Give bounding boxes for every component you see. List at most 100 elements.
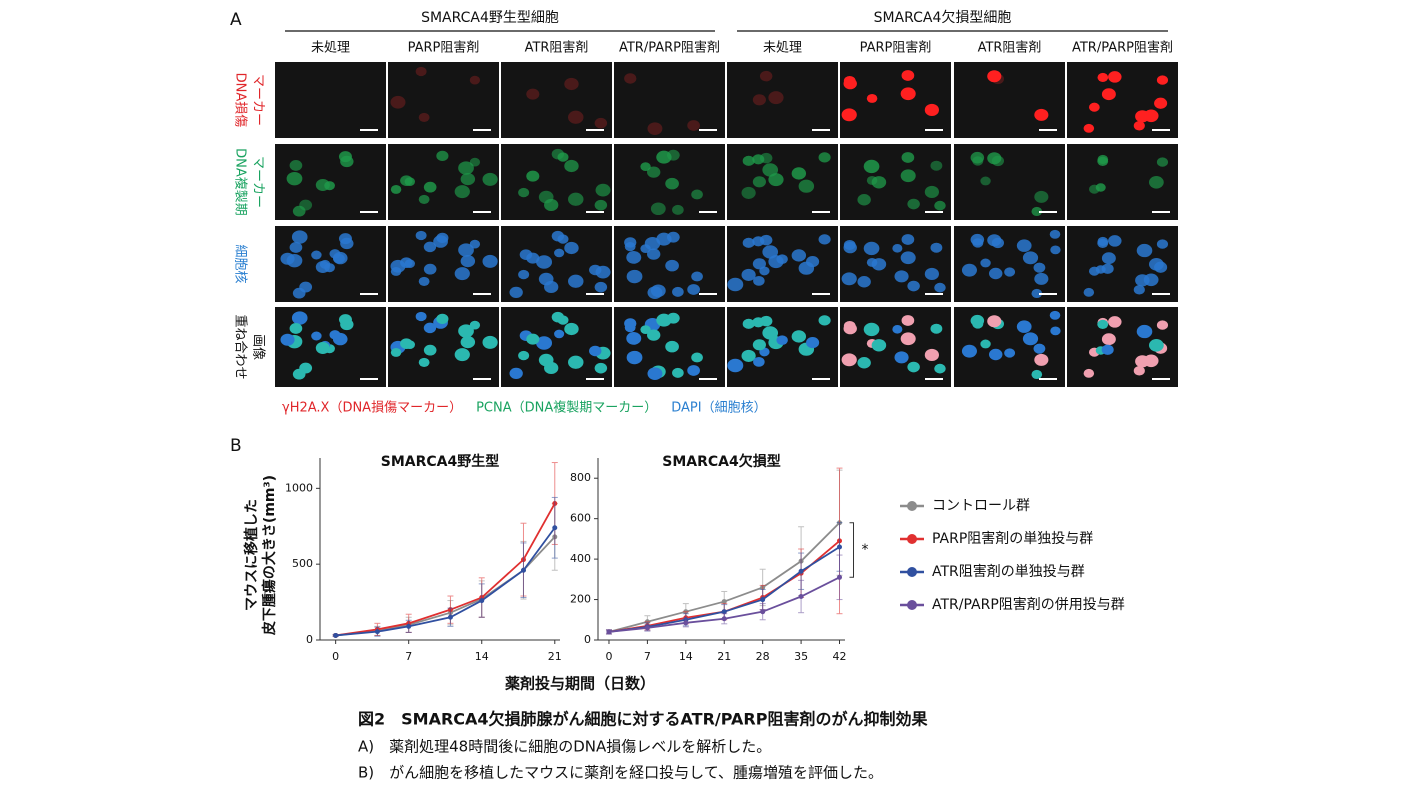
nucleus (554, 329, 565, 339)
nucleus (557, 315, 569, 325)
nucleus (418, 276, 430, 287)
nucleus (315, 261, 330, 273)
nucleus (687, 365, 700, 376)
nucleus (458, 324, 474, 338)
row-label: DNA損傷 (233, 73, 248, 128)
nucleus (1031, 369, 1043, 380)
nucleus (776, 254, 788, 264)
nucleus (340, 237, 354, 250)
nucleus (311, 250, 322, 260)
micrograph (840, 226, 951, 302)
nucleus (526, 88, 540, 100)
chart-title: SMARCA4野生型 (381, 453, 499, 470)
nucleus (1097, 238, 1109, 248)
point (683, 620, 689, 626)
nucleus (987, 234, 1002, 247)
nucleus (1156, 320, 1169, 330)
nucleus (665, 259, 679, 272)
nucleus (759, 152, 773, 164)
nucleus (768, 173, 784, 187)
nucleus (924, 348, 939, 361)
column-label: ATR/PARP阻害剤 (619, 40, 720, 56)
nucleus (924, 267, 939, 280)
point (333, 632, 339, 638)
nucleus (871, 176, 887, 189)
x-tick-label: 21 (548, 650, 562, 663)
nucleus (1022, 251, 1039, 265)
nucleus (987, 70, 1002, 83)
nucleus (594, 199, 608, 211)
nucleus (460, 254, 476, 268)
nucleus (544, 361, 559, 375)
nucleus (333, 332, 348, 346)
nucleus (791, 330, 807, 343)
nucleus (509, 286, 523, 299)
nucleus (1101, 252, 1116, 265)
nucleus (286, 171, 303, 186)
nucleus (291, 230, 308, 244)
nucleus (1097, 156, 1109, 166)
nucleus (1004, 267, 1016, 277)
nucleus (1101, 263, 1114, 274)
nucleus (841, 353, 857, 367)
nucleus (518, 350, 530, 361)
legend-marker (907, 600, 917, 610)
nucleus (924, 103, 939, 116)
nucleus (568, 355, 584, 369)
micrograph (501, 62, 612, 138)
nucleus (557, 152, 569, 162)
nucleus (544, 198, 559, 212)
nucleus (469, 239, 481, 249)
nucleus (589, 345, 602, 357)
nucleus (554, 248, 565, 258)
nucleus (1095, 183, 1106, 192)
x-tick-label: 7 (644, 650, 651, 663)
nucleus (857, 194, 871, 206)
nucleus (871, 258, 887, 271)
nucleus (423, 241, 437, 253)
y-tick-label: 1000 (285, 481, 313, 494)
nucleus (640, 325, 651, 335)
nucleus (791, 249, 807, 262)
row-label: 細胞核 (233, 244, 248, 283)
micrograph (388, 62, 499, 138)
micrograph (954, 62, 1065, 138)
nucleus (961, 344, 977, 358)
nucleus (460, 335, 476, 349)
nucleus (1088, 102, 1100, 112)
nucleus (1031, 288, 1043, 299)
nucleus (589, 264, 602, 276)
nucleus (1033, 343, 1046, 354)
nucleus (900, 169, 916, 183)
nucleus (280, 333, 295, 346)
nucleus (752, 94, 766, 106)
nucleus (454, 267, 470, 281)
nucleus (518, 187, 530, 198)
nucleus (469, 320, 481, 330)
y-axis-label: 皮下腫瘍の大きさ(mm³) (261, 475, 278, 636)
nucleus (1004, 348, 1016, 358)
row-label: DNA複製期 (233, 148, 249, 216)
nucleus (742, 237, 755, 248)
group-label: SMARCA4野生型細胞 (421, 10, 559, 26)
column-label: 未処理 (763, 41, 802, 56)
nucleus (436, 313, 449, 325)
nucleus (1148, 339, 1164, 352)
nucleus (647, 166, 661, 178)
nucleus (894, 351, 909, 364)
nucleus (1101, 344, 1114, 355)
x-tick-label: 28 (756, 650, 770, 663)
significance-mark: * (862, 542, 869, 558)
nucleus (299, 199, 313, 211)
nucleus (390, 95, 406, 109)
nucleus (526, 170, 540, 182)
nucleus (970, 314, 985, 327)
nucleus (843, 322, 857, 335)
point (721, 616, 727, 622)
point (721, 599, 727, 605)
nucleus (841, 272, 857, 286)
nucleus (762, 163, 779, 177)
nucleus (892, 244, 903, 253)
nucleus (564, 241, 579, 255)
nucleus (626, 350, 643, 365)
